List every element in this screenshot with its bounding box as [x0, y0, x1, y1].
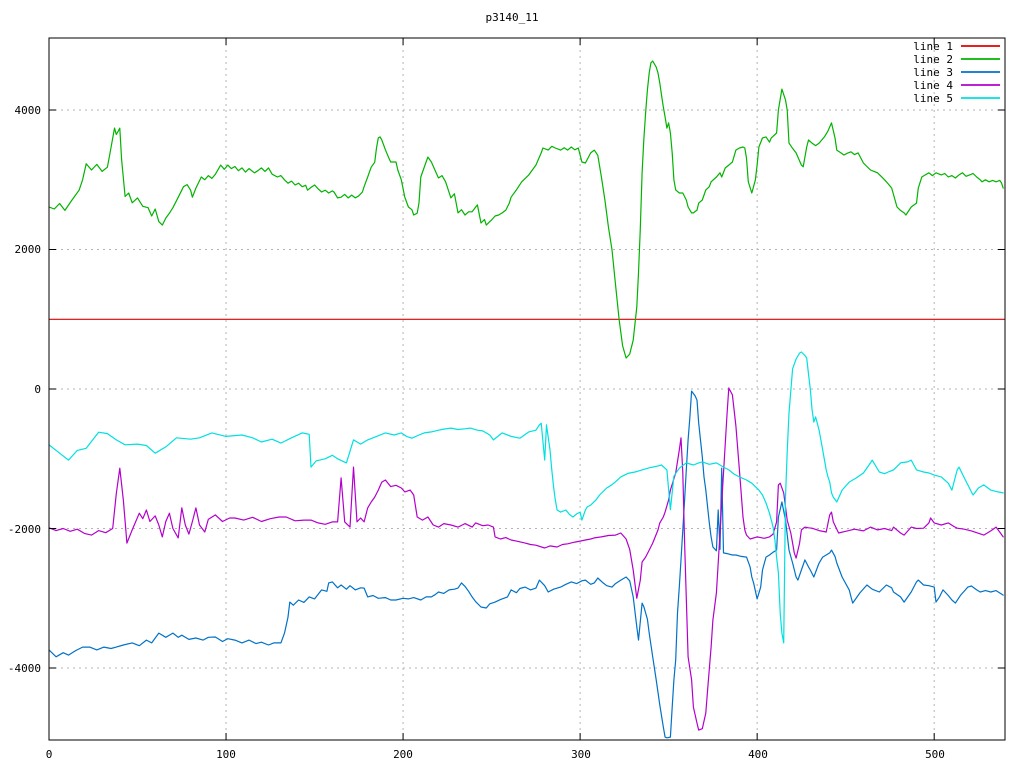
x-tick-label: 300 — [571, 748, 591, 761]
legend-label: line 5 — [913, 92, 953, 105]
y-tick-label: -4000 — [8, 662, 41, 675]
plot-border — [48, 37, 1006, 741]
y-tick-label: -2000 — [8, 523, 41, 536]
y-tick-label: 4000 — [15, 104, 42, 117]
x-axis-labels: 0 100 200 300 400 500 — [46, 748, 945, 761]
y-tick-label: 2000 — [15, 243, 42, 256]
legend-label: line 2 — [913, 53, 953, 66]
legend-label: line 3 — [913, 66, 953, 79]
y-axis-labels: 4000 2000 0 -2000 -4000 — [8, 104, 41, 675]
y-tick-label: 0 — [34, 383, 41, 396]
axis-ticks — [48, 38, 1005, 740]
gridlines — [49, 38, 1005, 740]
series-lines — [49, 60, 1005, 739]
x-tick-label: 200 — [393, 748, 413, 761]
x-tick-label: 100 — [216, 748, 236, 761]
series-4-polyline — [49, 387, 1004, 731]
x-tick-label: 400 — [748, 748, 768, 761]
series-2-polyline — [49, 60, 1004, 359]
x-tick-label: 500 — [925, 748, 945, 761]
chart-title: p3140_11 — [486, 11, 539, 24]
legend-label: line 4 — [913, 79, 953, 92]
legend: line 1 line 2 line 3 line 4 line 5 — [913, 40, 1000, 105]
legend-label: line 1 — [913, 40, 953, 53]
series-5-polyline — [49, 351, 1004, 644]
series-3-polyline — [49, 390, 1004, 739]
x-tick-label: 0 — [46, 748, 53, 761]
